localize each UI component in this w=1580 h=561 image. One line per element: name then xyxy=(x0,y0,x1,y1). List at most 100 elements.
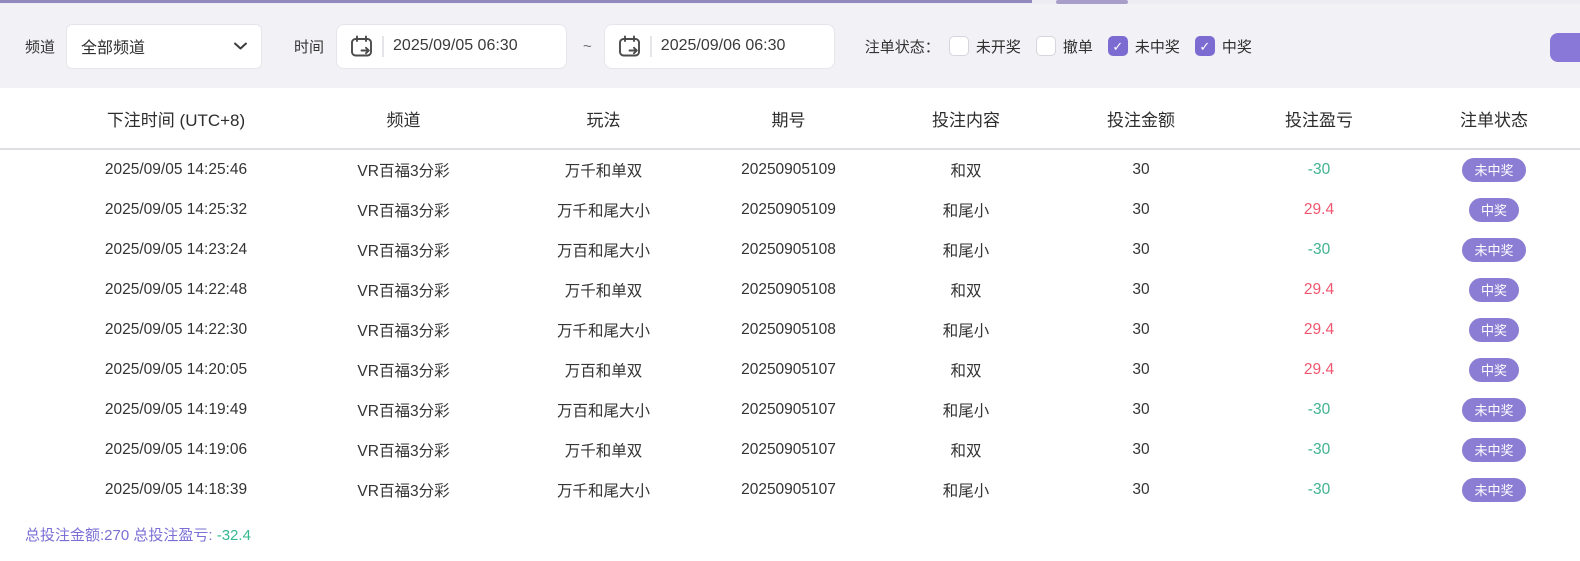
cell-play: 万百和尾大小 xyxy=(556,243,650,260)
cell-content: 和尾小 xyxy=(942,403,990,420)
table-row: 2025/09/05 14:25:46 VR百福3分彩 万千和单双 202509051… xyxy=(0,150,1580,190)
cell-play: 万千和尾大小 xyxy=(556,323,650,340)
cell-status: 中奖 xyxy=(1408,278,1580,302)
cell-profit: -30 xyxy=(1230,441,1408,459)
scrollbar-thumb[interactable] xyxy=(1056,0,1128,4)
cell-amount: 30 xyxy=(1132,441,1150,458)
column-header: 注单状态 xyxy=(1460,110,1528,130)
cell-content: 和尾小 xyxy=(942,243,990,260)
status-badge: 未中奖 xyxy=(1462,238,1526,262)
profit-value: -30 xyxy=(1307,161,1331,178)
chevron-down-icon xyxy=(233,41,248,51)
cell-profit: -30 xyxy=(1230,481,1408,499)
table-row: 2025/09/05 14:22:48 VR百福3分彩 万千和单双 202509051… xyxy=(0,270,1580,310)
checkbox-unchecked-box[interactable] xyxy=(1035,36,1056,56)
cell-amount: 30 xyxy=(1132,321,1150,338)
total-amount-label: 总投注金额: xyxy=(25,527,105,544)
search-button[interactable] xyxy=(1550,33,1580,62)
cell-profit: -30 xyxy=(1230,401,1408,419)
table-row: 2025/09/05 14:19:49 VR百福3分彩 万百和尾大小 20250905… xyxy=(0,390,1580,430)
table-row: 2025/09/05 14:25:32 VR百福3分彩 万千和尾大小 20250905… xyxy=(0,190,1580,230)
profit-value: 29.4 xyxy=(1303,321,1335,338)
cell-status: 未中奖 xyxy=(1408,478,1580,502)
cell-content: 和双 xyxy=(950,283,982,300)
date-to-input[interactable]: 2025/09/06 06:30 xyxy=(603,23,835,69)
date-from-input[interactable]: 2025/09/05 06:30 xyxy=(336,23,568,69)
filter-bar: 频道 全部频道 时间 2025/09/05 06:30 ~ 2025/ xyxy=(0,4,1580,88)
cell-status: 未中奖 xyxy=(1408,238,1580,262)
cell-channel: VR百福3分彩 xyxy=(357,403,450,420)
checkbox-unchecked-box[interactable] xyxy=(948,36,969,56)
cell-time: 2025/09/05 14:23:24 xyxy=(104,241,248,258)
table-row: 2025/09/05 14:22:30 VR百福3分彩 万千和尾大小 20250905… xyxy=(0,310,1580,350)
cell-content: 和双 xyxy=(950,163,982,180)
channel-select[interactable]: 全部频道 xyxy=(66,23,263,69)
profit-value: -30 xyxy=(1307,481,1331,498)
cell-period: 20250905109 xyxy=(741,201,836,218)
cell-period: 20250905107 xyxy=(741,481,836,498)
status-checkbox-not-won[interactable]: ✓ 未中奖 xyxy=(1107,36,1180,57)
checkbox-label: 撤单 xyxy=(1062,38,1093,56)
table-row: 2025/09/05 14:18:39 VR百福3分彩 万千和尾大小 20250905… xyxy=(0,470,1580,510)
cell-play: 万千和单双 xyxy=(564,283,643,300)
cell-status: 中奖 xyxy=(1408,358,1580,382)
table-row: 2025/09/05 14:20:05 VR百福3分彩 万百和单双 202509051… xyxy=(0,350,1580,390)
checkbox-label: 中奖 xyxy=(1221,38,1252,56)
status-checkbox-cancelled[interactable]: 撤单 xyxy=(1035,36,1093,57)
cell-play: 万千和单双 xyxy=(564,163,643,180)
table-row: 2025/09/05 14:19:06 VR百福3分彩 万千和单双 202509051… xyxy=(0,430,1580,470)
cell-amount: 30 xyxy=(1132,201,1150,218)
cell-profit: 29.4 xyxy=(1230,321,1408,339)
checkbox-label: 未中奖 xyxy=(1134,38,1180,56)
cell-status: 未中奖 xyxy=(1408,158,1580,182)
status-badge: 中奖 xyxy=(1468,278,1519,302)
cell-amount: 30 xyxy=(1132,241,1150,258)
channel-label: 频道 xyxy=(25,38,56,56)
cell-play: 万百和单双 xyxy=(564,363,643,380)
status-badge: 中奖 xyxy=(1468,318,1519,342)
cell-profit: 29.4 xyxy=(1230,281,1408,299)
date-from-value: 2025/09/05 06:30 xyxy=(393,37,518,54)
cell-period: 20250905109 xyxy=(741,161,836,178)
cell-status: 未中奖 xyxy=(1408,398,1580,422)
cell-play: 万百和尾大小 xyxy=(556,403,650,420)
column-header: 投注金额 xyxy=(1107,110,1175,130)
bet-records-table: 下注时间 (UTC+8) 频道 玩法 期号 投注内容 投注金额 投注盈亏 注单状态 2025/… xyxy=(0,88,1580,510)
status-badge: 未中奖 xyxy=(1462,398,1526,422)
total-profit-value: -32.4 xyxy=(216,527,251,544)
cell-time: 2025/09/05 14:19:06 xyxy=(104,441,248,458)
status-checkbox-not-drawn[interactable]: 未开奖 xyxy=(948,36,1021,57)
cell-amount: 30 xyxy=(1132,401,1150,418)
cell-time: 2025/09/05 14:18:39 xyxy=(104,481,248,498)
cell-channel: VR百福3分彩 xyxy=(357,163,450,180)
cell-channel: VR百福3分彩 xyxy=(357,483,450,500)
profit-value: -30 xyxy=(1307,441,1331,458)
column-header: 频道 xyxy=(386,110,421,130)
date-to-value: 2025/09/06 06:30 xyxy=(660,37,786,54)
cell-amount: 30 xyxy=(1132,361,1150,378)
status-badge: 中奖 xyxy=(1468,358,1519,382)
checkbox-label: 未开奖 xyxy=(975,38,1021,56)
bet-status-label: 注单状态： xyxy=(864,38,940,56)
cell-play: 万千和单双 xyxy=(564,443,643,460)
total-profit-label: 总投注盈亏: xyxy=(133,527,213,544)
profit-value: -30 xyxy=(1307,401,1331,418)
checkbox-checked-icon[interactable]: ✓ xyxy=(1194,36,1215,56)
cell-period: 20250905108 xyxy=(741,281,836,298)
cell-channel: VR百福3分彩 xyxy=(357,363,450,380)
status-badge: 未中奖 xyxy=(1462,438,1526,462)
profit-value: 29.4 xyxy=(1303,281,1335,298)
cell-play: 万千和尾大小 xyxy=(556,483,650,500)
cell-time: 2025/09/05 14:25:46 xyxy=(104,161,248,178)
cell-period: 20250905107 xyxy=(741,441,836,458)
cell-status: 中奖 xyxy=(1408,318,1580,342)
profit-value: 29.4 xyxy=(1303,361,1335,378)
cell-time: 2025/09/05 14:22:30 xyxy=(104,321,248,338)
checkbox-checked-icon[interactable]: ✓ xyxy=(1107,36,1128,56)
cell-channel: VR百福3分彩 xyxy=(357,283,450,300)
column-header: 投注内容 xyxy=(932,110,1000,130)
profit-value: 29.4 xyxy=(1303,201,1335,218)
cell-play: 万千和尾大小 xyxy=(556,203,650,220)
status-badge: 未中奖 xyxy=(1462,158,1526,182)
status-checkbox-won[interactable]: ✓ 中奖 xyxy=(1194,36,1252,57)
